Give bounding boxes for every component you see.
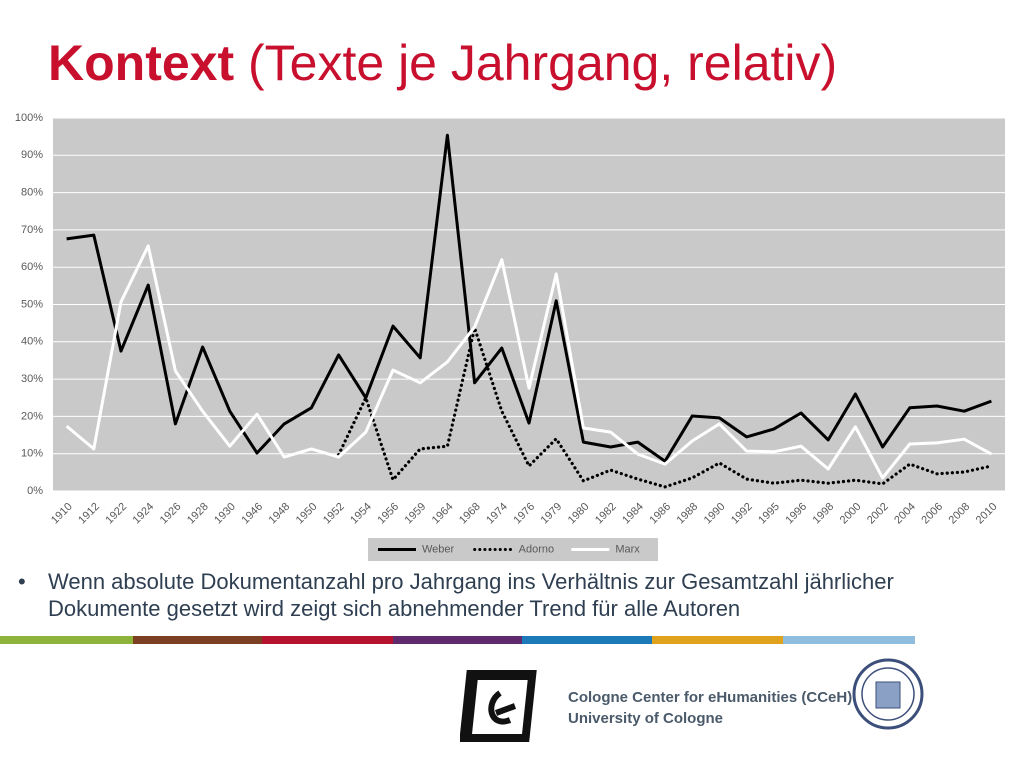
x-tick-label: 2006 xyxy=(919,501,945,527)
y-tick-label: 80% xyxy=(21,187,43,199)
y-tick-label: 10% xyxy=(21,448,43,460)
x-tick-label: 1996 xyxy=(783,501,809,527)
x-tick-label: 2002 xyxy=(865,501,891,527)
y-tick-label: 0% xyxy=(27,485,43,497)
bullet-dot: • xyxy=(18,569,26,594)
x-tick-label: 1988 xyxy=(675,501,701,527)
y-tick-label: 100% xyxy=(15,112,43,124)
x-tick-label: 1986 xyxy=(647,501,673,527)
logo-mark xyxy=(488,690,517,725)
stripe xyxy=(0,636,133,644)
x-tick-label: 2004 xyxy=(892,501,918,527)
x-tick-label: 1976 xyxy=(511,501,537,527)
university-seal xyxy=(852,658,924,730)
x-tick-label: 1968 xyxy=(457,501,483,527)
x-tick-label: 1928 xyxy=(185,501,211,527)
title-bold: Kontext xyxy=(48,35,235,91)
x-tick-label: 1980 xyxy=(566,501,592,527)
legend-box xyxy=(368,538,658,561)
line-weber xyxy=(66,133,992,463)
footer-line: Cologne Center for eHumanities (CCeH) xyxy=(568,689,853,706)
x-tick-label: 1995 xyxy=(756,501,782,527)
slide-title: Kontext (Texte je Jahrgang, relativ) xyxy=(48,34,837,92)
seal-ring xyxy=(852,658,924,730)
y-tick-label: 40% xyxy=(21,336,43,348)
legend-label: Weber xyxy=(422,543,455,555)
stripe xyxy=(652,636,783,644)
x-tick-label: 1952 xyxy=(321,501,347,527)
x-tick-label: 1979 xyxy=(539,501,565,527)
legend-label: Adorno xyxy=(519,543,554,555)
x-tick-label: 1984 xyxy=(620,501,646,527)
x-tick-label: 2010 xyxy=(974,501,1000,527)
x-tick-label: 1990 xyxy=(702,501,728,527)
bullet-text: Wenn absolute Dokumentanzahl pro Jahrgan… xyxy=(48,569,894,621)
x-tick-label: 2000 xyxy=(838,501,864,527)
logo-inner xyxy=(472,680,528,734)
x-tick-label: 1982 xyxy=(593,501,619,527)
line-adorno xyxy=(337,326,993,489)
stripe xyxy=(783,636,915,644)
legend-label: Marx xyxy=(615,543,640,555)
chart: 0% 10% 20% 30% 40% 50% 60% 70% 80% 90% 100% 1910 191… xyxy=(15,112,1005,561)
x-tick-label: 1946 xyxy=(239,501,265,527)
x-tick-label: 1948 xyxy=(267,501,293,527)
footer-line: University of Cologne xyxy=(568,710,724,727)
cceh-logo xyxy=(460,670,537,742)
stripe xyxy=(393,636,522,644)
x-tick-label: 1930 xyxy=(212,501,238,527)
seal-figure xyxy=(875,681,901,709)
x-tick-label: 1950 xyxy=(294,501,320,527)
x-tick-label: 1956 xyxy=(375,501,401,527)
seal-inner xyxy=(861,667,915,721)
x-tick-label: 1912 xyxy=(76,501,102,527)
y-tick-label: 20% xyxy=(21,410,43,422)
line-marx xyxy=(65,244,993,480)
x-tick-label: 2008 xyxy=(947,501,973,527)
x-tick-label: 1926 xyxy=(158,501,184,527)
x-tick-label: 1922 xyxy=(103,501,129,527)
title-rest: (Texte je Jahrgang, relativ) xyxy=(248,35,838,91)
stripe xyxy=(522,636,652,644)
y-tick-label: 50% xyxy=(21,298,43,310)
y-tick-label: 60% xyxy=(21,261,43,273)
x-tick-label: 1954 xyxy=(348,501,374,527)
stripe xyxy=(133,636,262,644)
y-tick-label: 70% xyxy=(21,224,43,236)
y-tick-label: 30% xyxy=(21,373,43,385)
y-tick-label: 90% xyxy=(21,149,43,161)
x-tick-label: 1924 xyxy=(131,501,157,527)
x-tick-label: 1910 xyxy=(49,501,75,527)
x-tick-label: 1992 xyxy=(729,501,755,527)
stripe xyxy=(262,636,393,644)
x-tick-label: 1959 xyxy=(403,501,429,527)
x-tick-label: 1974 xyxy=(484,501,510,527)
x-tick-label: 1964 xyxy=(430,501,456,527)
x-tick-label: 1998 xyxy=(811,501,837,527)
